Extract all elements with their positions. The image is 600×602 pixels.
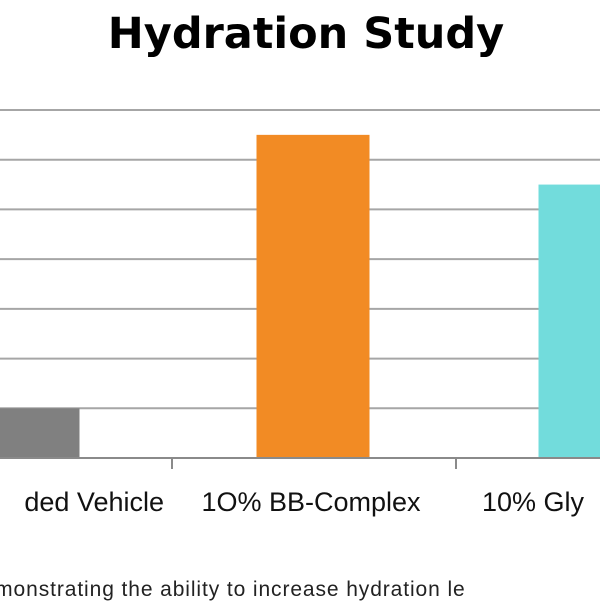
x-tick-label: 1O% BB-Complex xyxy=(201,487,421,517)
x-tick-label: 10% Gly xyxy=(482,487,585,517)
bar-2 xyxy=(257,135,370,458)
bar-3 xyxy=(539,185,600,458)
bar-1 xyxy=(0,408,80,458)
x-axis-ticks xyxy=(172,458,456,469)
x-axis-labels: ded Vehicle 1O% BB-Complex 10% Gly xyxy=(24,487,584,517)
bars xyxy=(0,135,600,458)
chart-caption: demonstrating the ability to increase hy… xyxy=(0,578,600,602)
x-tick-label: ded Vehicle xyxy=(24,487,164,517)
